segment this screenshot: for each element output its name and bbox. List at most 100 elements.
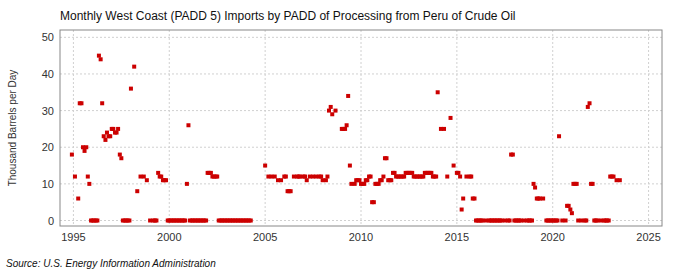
grid-line-x (552, 30, 553, 226)
point (389, 178, 393, 182)
point (279, 178, 283, 182)
point (84, 145, 88, 149)
point (119, 156, 123, 160)
point (365, 178, 369, 182)
point (532, 182, 536, 186)
point (343, 127, 347, 131)
point (362, 182, 366, 186)
point (132, 65, 136, 69)
point (70, 153, 74, 157)
point (325, 175, 329, 179)
x-tick-label: 2005 (253, 231, 277, 243)
x-tick-label: 2020 (540, 231, 564, 243)
point (568, 208, 572, 212)
point (324, 178, 328, 182)
point (76, 197, 80, 201)
point (334, 109, 338, 113)
y-tick-label: 50 (42, 31, 54, 43)
grid-line-x (456, 30, 457, 226)
point (183, 219, 187, 223)
plot-frame (60, 30, 662, 226)
grid-line-y (60, 110, 662, 111)
grid-line-x (265, 30, 266, 226)
point (289, 189, 293, 193)
grid-line-x (648, 30, 649, 226)
points (70, 54, 622, 223)
point (129, 87, 133, 91)
point (115, 131, 119, 135)
ticks: 199520002005201020152020202501020304050 (42, 31, 661, 243)
point (533, 186, 537, 190)
point (346, 94, 350, 98)
point (436, 90, 440, 94)
y-tick-label: 0 (48, 215, 54, 227)
point (329, 105, 333, 109)
point (186, 123, 190, 127)
grid (60, 30, 662, 226)
point (530, 219, 534, 223)
point (97, 54, 101, 58)
point (567, 204, 571, 208)
point (273, 175, 277, 179)
point (118, 153, 122, 157)
point (116, 127, 120, 131)
x-tick-label: 2015 (445, 231, 469, 243)
point (449, 116, 453, 120)
point (79, 101, 83, 105)
point (421, 175, 425, 179)
point (135, 189, 139, 193)
point (508, 219, 512, 223)
point (330, 112, 334, 116)
point (95, 219, 99, 223)
point (564, 219, 568, 223)
y-tick-label: 30 (42, 105, 54, 117)
point (557, 134, 561, 138)
point (111, 127, 115, 131)
point (164, 178, 168, 182)
grid-line-x (73, 30, 74, 226)
y-axis-label: Thousand Barrels per Day (7, 70, 18, 187)
x-tick-label: 2025 (636, 231, 660, 243)
y-tick-label: 20 (42, 141, 54, 153)
point (372, 200, 376, 204)
point (108, 134, 112, 138)
point (154, 219, 158, 223)
y-tick-label: 40 (42, 68, 54, 80)
point (410, 171, 414, 175)
point (429, 171, 433, 175)
point (570, 211, 574, 215)
grid-line-y (60, 73, 662, 74)
point (86, 175, 90, 179)
point (461, 197, 465, 201)
point (556, 219, 560, 223)
point (215, 175, 219, 179)
point (584, 219, 588, 223)
x-tick-label: 2000 (157, 231, 181, 243)
point (445, 175, 449, 179)
point (511, 153, 515, 157)
grid-line-y (60, 147, 662, 148)
point (249, 219, 253, 223)
point (305, 178, 309, 182)
point (284, 175, 288, 179)
point (402, 175, 406, 179)
point (263, 164, 267, 168)
point (541, 197, 545, 201)
grid-line-y (60, 37, 662, 38)
point (327, 109, 331, 113)
point (588, 101, 592, 105)
point (156, 171, 160, 175)
point (460, 208, 464, 212)
point (452, 164, 456, 168)
point (458, 175, 462, 179)
point (472, 197, 476, 201)
point (204, 219, 208, 223)
point (100, 101, 104, 105)
point (99, 57, 103, 61)
point (185, 182, 189, 186)
point (456, 171, 460, 175)
x-tick-label: 2010 (349, 231, 373, 243)
title: Monthly West Coast (PADD 5) Imports by P… (60, 9, 515, 23)
point (87, 182, 91, 186)
point (145, 178, 149, 182)
